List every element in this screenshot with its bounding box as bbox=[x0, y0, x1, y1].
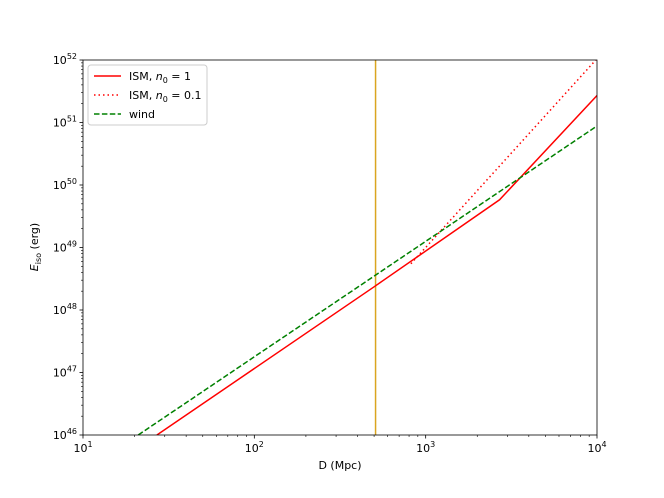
y-tick-exp: 46 bbox=[67, 427, 77, 436]
x-tick-label: 103 bbox=[416, 440, 435, 455]
legend-label: wind bbox=[129, 108, 155, 121]
x-tick-label: 101 bbox=[73, 440, 92, 455]
y-tick-exp: 49 bbox=[67, 240, 77, 249]
legend-label-sub: 0 bbox=[163, 76, 168, 85]
series-line-2 bbox=[137, 125, 597, 435]
legend-label: ISM, n0 = 1 bbox=[129, 70, 191, 85]
legend-label-text: wind bbox=[129, 108, 155, 121]
y-tick-base: 10 bbox=[53, 429, 67, 442]
y-tick-label: 1048 bbox=[53, 302, 77, 317]
legend-label-post: = 1 bbox=[168, 70, 191, 83]
legend-box bbox=[87, 64, 208, 126]
y-tick-exp: 50 bbox=[67, 177, 77, 186]
y-axis-label-sub: iso bbox=[34, 253, 43, 264]
y-tick-base: 10 bbox=[53, 242, 67, 255]
y-tick-exp: 52 bbox=[67, 52, 77, 61]
y-tick-label: 1050 bbox=[53, 177, 77, 192]
x-tick-label: 102 bbox=[245, 440, 264, 455]
y-tick-label: 1046 bbox=[53, 427, 77, 442]
y-tick-base: 10 bbox=[53, 117, 67, 130]
y-tick-label: 1052 bbox=[53, 52, 77, 67]
x-axis-label: D (Mpc) bbox=[318, 459, 361, 472]
y-axis-label-unit: (erg) bbox=[28, 223, 41, 253]
plot-clip-group bbox=[137, 60, 597, 435]
legend-label-text: ISM, bbox=[129, 89, 156, 102]
plot-area bbox=[137, 60, 597, 435]
y-tick-label: 1049 bbox=[53, 240, 77, 255]
legend-label: ISM, n0 = 0.1 bbox=[129, 89, 202, 104]
y-tick-base: 10 bbox=[53, 54, 67, 67]
x-tick-exp: 1 bbox=[87, 440, 92, 449]
y-axis-label-main: E bbox=[28, 264, 41, 271]
x-tick-exp: 3 bbox=[430, 440, 435, 449]
series-line-1 bbox=[410, 60, 597, 265]
legend-label-sub: 0 bbox=[163, 95, 168, 104]
x-tick-label: 104 bbox=[587, 440, 606, 455]
y-tick-label: 1047 bbox=[53, 365, 77, 380]
y-tick-base: 10 bbox=[53, 367, 67, 380]
legend-label-var: n bbox=[156, 70, 163, 83]
x-tick-base: 10 bbox=[416, 442, 430, 455]
x-tick-exp: 4 bbox=[601, 440, 606, 449]
y-tick-label: 1051 bbox=[53, 115, 77, 130]
y-tick-exp: 47 bbox=[67, 365, 77, 374]
y-axis-label: Eiso (erg) bbox=[28, 223, 43, 271]
x-tick-base: 10 bbox=[245, 442, 259, 455]
x-tick-base: 10 bbox=[73, 442, 87, 455]
y-tick-base: 10 bbox=[53, 179, 67, 192]
x-tick-base: 10 bbox=[587, 442, 601, 455]
x-tick-exp: 2 bbox=[259, 440, 264, 449]
y-tick-exp: 51 bbox=[67, 115, 77, 124]
legend-label-post: = 0.1 bbox=[168, 89, 202, 102]
y-tick-exp: 48 bbox=[67, 302, 77, 311]
series-line-0 bbox=[156, 95, 597, 435]
y-tick-base: 10 bbox=[53, 304, 67, 317]
legend-label-var: n bbox=[156, 89, 163, 102]
legend-label-text: ISM, bbox=[129, 70, 156, 83]
